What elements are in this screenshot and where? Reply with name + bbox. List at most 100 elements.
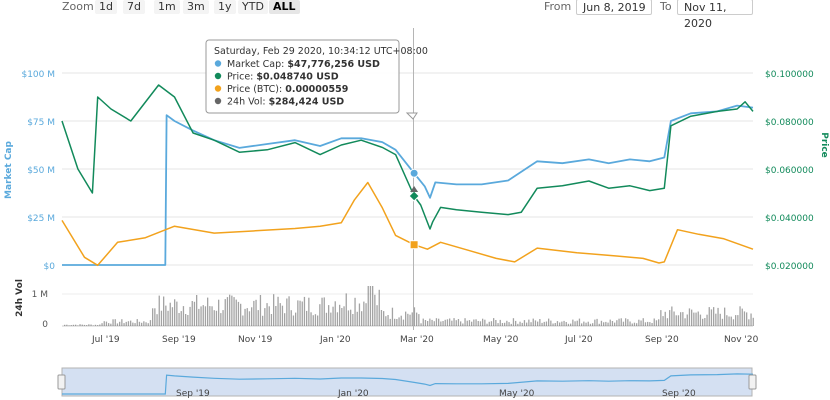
x-axis-tick: Jul '20 bbox=[564, 335, 593, 345]
volume-bar bbox=[462, 323, 464, 326]
tooltip-row-label: Price: bbox=[227, 72, 256, 83]
zoom-button-ytd[interactable]: YTD bbox=[238, 0, 268, 14]
volume-bar bbox=[688, 308, 691, 326]
right-axis-tick: $0.020000 bbox=[765, 262, 814, 272]
volume-bar bbox=[103, 321, 105, 326]
volume-bar bbox=[191, 301, 193, 326]
tooltip-row: Price (BTC): 0.00000559 bbox=[227, 84, 348, 95]
to-date-input[interactable]: Nov 11, 2020 bbox=[677, 0, 753, 30]
volume-bar bbox=[512, 318, 515, 326]
volume-bar bbox=[279, 303, 281, 326]
volume-bar bbox=[213, 310, 215, 326]
volume-bar bbox=[369, 286, 372, 326]
volume-bar bbox=[570, 323, 572, 326]
zoom-button-1d[interactable]: 1d bbox=[95, 0, 117, 14]
volume-bar bbox=[427, 321, 429, 326]
volume-bar bbox=[75, 324, 77, 326]
volume-bar bbox=[418, 314, 420, 326]
volume-bar bbox=[286, 298, 288, 326]
from-date-input[interactable]: Jun 8, 2019 bbox=[576, 0, 652, 15]
volume-bar bbox=[592, 323, 594, 326]
volume-bar bbox=[77, 325, 79, 326]
volume-bar bbox=[726, 315, 728, 326]
volume-bar bbox=[735, 315, 737, 326]
volume-bar bbox=[627, 319, 629, 326]
volume-bar bbox=[497, 323, 499, 326]
volume-bar bbox=[268, 306, 270, 326]
volume-bar bbox=[444, 319, 446, 326]
zoom-button-1y[interactable]: 1y bbox=[214, 0, 236, 14]
volume-bar bbox=[684, 318, 686, 326]
volume-bar bbox=[367, 286, 369, 326]
volume-bar bbox=[429, 318, 431, 326]
volume-bar bbox=[64, 324, 66, 326]
volume-bar bbox=[748, 319, 750, 326]
x-axis-tick: Nov '19 bbox=[238, 335, 273, 345]
volume-bar bbox=[633, 322, 636, 326]
from-label: From bbox=[544, 0, 572, 13]
volume-bar bbox=[484, 319, 486, 326]
volume-bar bbox=[589, 323, 592, 326]
volume-bar bbox=[207, 297, 209, 326]
tooltip-swatch bbox=[214, 72, 222, 80]
tooltip-swatch bbox=[214, 97, 222, 105]
volume-bar bbox=[405, 311, 407, 326]
zoom-label: Zoom bbox=[62, 0, 94, 13]
volume-bar bbox=[385, 316, 387, 326]
volume-bar bbox=[174, 299, 176, 326]
volume-bar bbox=[224, 299, 226, 326]
volume-bar bbox=[464, 318, 466, 326]
volume-bar bbox=[83, 324, 86, 326]
volume-bar bbox=[598, 323, 600, 326]
volume-bar bbox=[136, 319, 138, 326]
volume-bar bbox=[343, 306, 345, 326]
volume-bar bbox=[198, 308, 200, 326]
volume-bar bbox=[257, 310, 259, 326]
volume-bar bbox=[708, 307, 710, 326]
zoom-button-1m[interactable]: 1m bbox=[154, 0, 180, 14]
volume-bar bbox=[453, 318, 455, 326]
volume-bar bbox=[662, 316, 664, 326]
volume-bar bbox=[110, 323, 112, 326]
navigator[interactable]: Sep '19 Jan '20 May '20 Sep '20 bbox=[57, 367, 757, 399]
volume-bar bbox=[171, 307, 174, 326]
volume-bar bbox=[532, 318, 534, 326]
zoom-button-all[interactable]: ALL bbox=[269, 0, 300, 14]
volume-bar bbox=[396, 319, 398, 326]
volume-bar bbox=[347, 310, 350, 326]
volume-bar bbox=[691, 309, 693, 326]
volume-bar bbox=[596, 318, 598, 326]
volume-bar bbox=[114, 319, 116, 326]
zoom-button-3m[interactable]: 3m bbox=[183, 0, 209, 14]
volume-bar bbox=[750, 313, 752, 326]
volume-bar bbox=[416, 312, 418, 326]
volume-bar bbox=[473, 319, 475, 326]
volume-bar bbox=[312, 315, 314, 326]
volume-bar bbox=[376, 305, 378, 326]
volume-bar bbox=[383, 311, 385, 326]
volume-bar bbox=[728, 316, 730, 326]
volume-bar bbox=[187, 315, 189, 326]
volume-bar bbox=[345, 293, 347, 326]
volume-bar bbox=[594, 319, 596, 326]
left-axis-tick: $75 M bbox=[27, 118, 55, 128]
volume-bar bbox=[710, 309, 713, 326]
volume-bar bbox=[614, 322, 616, 326]
volume-bar bbox=[314, 314, 317, 326]
volume-bar bbox=[534, 320, 537, 326]
x-axis-tick: Mar '20 bbox=[400, 335, 434, 345]
volume-bar bbox=[732, 319, 735, 326]
volume-bar bbox=[631, 323, 633, 326]
volume-bar bbox=[407, 313, 409, 326]
volume-bar bbox=[675, 315, 677, 326]
volume-bar bbox=[361, 311, 363, 326]
volume-bar bbox=[739, 306, 741, 326]
right-axis-tick: $0.100000 bbox=[765, 70, 814, 80]
zoom-button-7d[interactable]: 7d bbox=[123, 0, 145, 14]
volume-bar bbox=[548, 318, 550, 326]
volume-bar bbox=[490, 321, 493, 326]
volume-bar bbox=[365, 303, 367, 326]
market-cap-line bbox=[62, 104, 754, 266]
volume-bar bbox=[528, 319, 530, 326]
